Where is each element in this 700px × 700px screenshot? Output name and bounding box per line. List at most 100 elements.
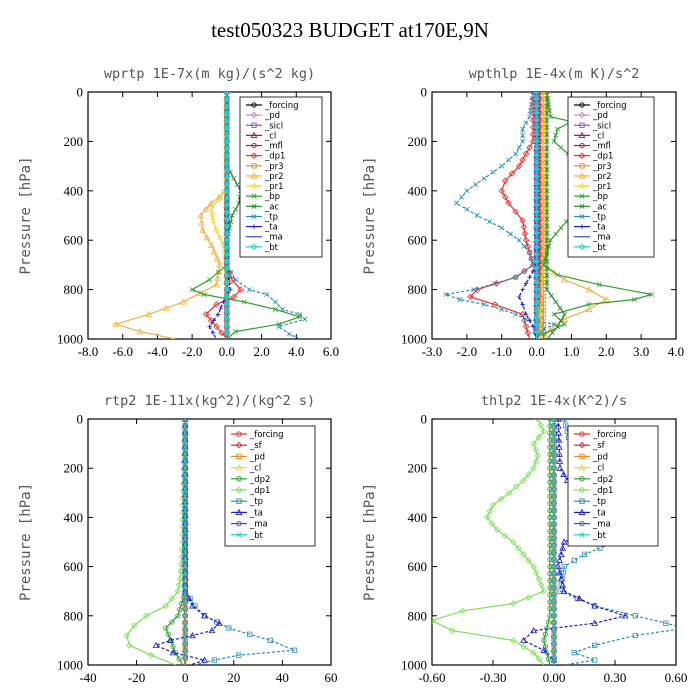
data-point xyxy=(182,613,188,619)
data-point xyxy=(169,649,177,656)
x-tick-label: 2.0 xyxy=(598,344,614,359)
legend-marker xyxy=(578,131,586,139)
data-point xyxy=(302,316,308,322)
data-point xyxy=(130,622,138,629)
data-point xyxy=(533,243,540,251)
legend-box xyxy=(567,96,655,258)
data-point xyxy=(551,564,557,570)
data-point xyxy=(182,606,188,612)
data-point xyxy=(551,521,557,527)
data-point xyxy=(533,279,540,286)
plot-frame xyxy=(87,91,332,340)
data-point xyxy=(182,599,188,605)
data-point xyxy=(545,619,552,625)
x-tick-label: -6.0 xyxy=(112,344,133,359)
data-point xyxy=(533,321,540,329)
data-point xyxy=(513,311,519,317)
data-point xyxy=(532,458,539,466)
data-point xyxy=(558,225,564,231)
data-point xyxy=(177,575,184,583)
legend-label: _ta xyxy=(592,223,606,233)
data-point xyxy=(228,276,236,283)
data-point xyxy=(549,330,555,336)
page-title: test050323 BUDGET at170E,9N xyxy=(211,18,489,42)
data-point xyxy=(537,421,545,429)
data-point xyxy=(520,477,527,484)
data-point xyxy=(559,581,567,588)
data-point xyxy=(519,156,526,164)
data-point xyxy=(544,287,550,293)
data-point xyxy=(488,520,496,527)
legend-label: _pd xyxy=(249,452,265,462)
data-point xyxy=(202,311,210,318)
data-point xyxy=(218,305,223,311)
legend-label: _bp xyxy=(264,192,280,202)
data-point xyxy=(168,595,176,602)
data-point xyxy=(481,301,487,307)
data-point xyxy=(521,243,527,249)
data-point xyxy=(493,526,501,533)
data-point xyxy=(533,159,540,166)
data-point xyxy=(123,632,131,639)
data-point xyxy=(551,571,557,577)
panel-title: wprtp 1E-7x(m kg)/(s^2 kg) xyxy=(104,66,315,82)
data-point xyxy=(519,217,526,224)
data-point xyxy=(516,237,522,243)
data-point xyxy=(533,251,540,258)
data-point xyxy=(236,652,242,658)
data-point xyxy=(199,226,206,233)
data-point xyxy=(182,550,188,556)
data-point xyxy=(558,145,564,151)
data-point xyxy=(208,205,214,211)
data-point xyxy=(551,528,557,534)
data-point xyxy=(221,299,226,305)
data-point xyxy=(551,423,557,429)
data-point xyxy=(170,643,176,650)
data-point xyxy=(537,305,544,311)
data-point xyxy=(544,202,550,208)
data-point xyxy=(522,236,530,244)
x-tick-label: 0.30 xyxy=(604,670,627,685)
data-point xyxy=(223,243,231,251)
data-point xyxy=(487,219,492,225)
data-point xyxy=(581,551,588,557)
data-point xyxy=(555,443,563,450)
data-point xyxy=(145,310,153,317)
data-point xyxy=(178,553,186,561)
data-point xyxy=(551,578,557,584)
data-point xyxy=(215,269,221,275)
data-point xyxy=(516,294,522,300)
y-tick-label: 800 xyxy=(64,608,84,623)
legend-label: _bp xyxy=(592,192,608,202)
data-point xyxy=(272,306,278,312)
data-point xyxy=(529,95,535,101)
data-point xyxy=(474,286,481,293)
x-tick-label: 20 xyxy=(227,670,240,685)
y-tick-label: 0 xyxy=(77,85,84,100)
data-point xyxy=(558,317,564,323)
data-point xyxy=(520,132,526,138)
x-tick-label: -0.30 xyxy=(479,670,506,685)
legend-marker xyxy=(235,441,243,449)
y-tick-label: 600 xyxy=(408,233,428,248)
legend-marker xyxy=(251,224,257,229)
series-line-ta xyxy=(154,419,221,665)
data-point xyxy=(526,144,533,151)
y-tick-label: 1000 xyxy=(401,658,427,673)
data-point xyxy=(551,634,557,640)
legend-label: _ta xyxy=(264,223,278,233)
data-point xyxy=(540,268,546,274)
data-point xyxy=(522,323,530,330)
legend-marker xyxy=(251,122,257,128)
data-point xyxy=(147,651,155,659)
data-point xyxy=(602,295,610,303)
data-point xyxy=(126,642,133,649)
data-point xyxy=(560,538,568,545)
data-point xyxy=(544,96,550,102)
legend-label: _pr2 xyxy=(592,172,612,182)
legend-label: _tp xyxy=(592,212,606,222)
legend-marker xyxy=(251,102,257,108)
data-point xyxy=(162,304,170,311)
data-point xyxy=(544,138,550,144)
data-point xyxy=(201,656,209,663)
